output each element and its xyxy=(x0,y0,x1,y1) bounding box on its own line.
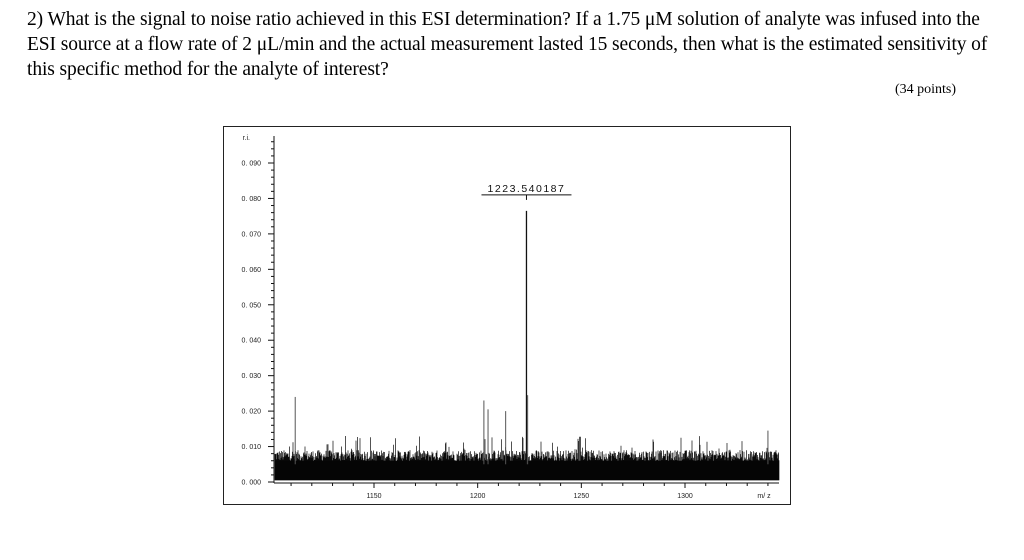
y-tick-label: 0. 010 xyxy=(242,444,262,451)
question-text: 2) What is the signal to noise ratio ach… xyxy=(27,9,988,80)
y-tick-label: 0. 090 xyxy=(242,161,262,168)
peak-annotation-label: 1223.540187 xyxy=(488,183,566,195)
x-axis-title: m/ z xyxy=(757,493,771,500)
x-tick-label: 1300 xyxy=(677,493,693,500)
points-label: (34 points) xyxy=(894,82,956,97)
noise-fill xyxy=(275,460,779,481)
y-tick-label: 0. 080 xyxy=(242,196,262,203)
x-tick-label: 1200 xyxy=(470,493,486,500)
y-tick-label: 0. 000 xyxy=(242,480,262,487)
y-tick-label: 0. 070 xyxy=(242,231,262,238)
x-tick-label: 1250 xyxy=(574,493,590,500)
y-tick-label: 0. 050 xyxy=(242,302,262,309)
y-tick-label: 0. 040 xyxy=(242,338,262,345)
y-axis-title: r.i. xyxy=(243,135,250,142)
y-tick-label: 0. 020 xyxy=(242,409,262,416)
spectrum-chart-frame: 0. 000 0. 010 0. 020 0. 030 0. 040 0. 050 0. 0… xyxy=(223,126,791,505)
mass-spectrum-chart: 0. 000 0. 010 0. 020 0. 030 0. 040 0. 050 0. 0… xyxy=(242,135,780,500)
y-tick-label: 0. 060 xyxy=(242,267,262,274)
x-tick-label: 1150 xyxy=(366,493,381,500)
y-tick-label: 0. 030 xyxy=(242,373,262,380)
